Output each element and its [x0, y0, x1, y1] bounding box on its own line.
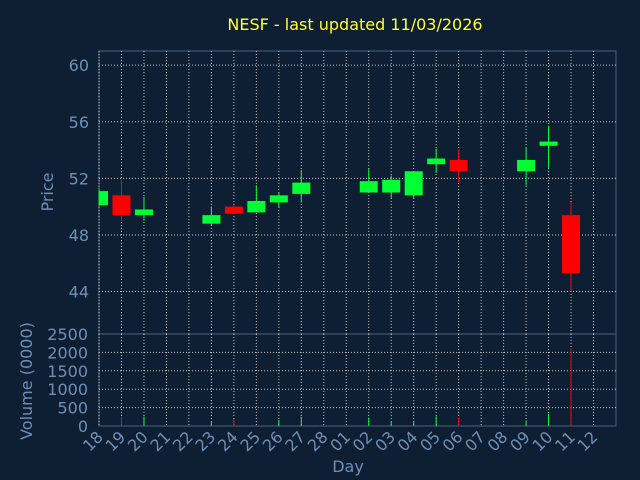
volume-frame [98, 333, 617, 427]
candle-body [99, 191, 108, 206]
volume-axis-label: Volume (0000) [17, 322, 36, 440]
price-tick-label: 48 [69, 226, 89, 245]
candle-body [269, 195, 288, 203]
candle-body [449, 159, 468, 172]
candle-body [247, 200, 266, 213]
volume-tick-label: 1500 [47, 362, 88, 381]
volume-tick-label: 0 [78, 417, 88, 436]
price-tick-label: 44 [69, 283, 89, 302]
x-axis-label: Day [332, 457, 364, 476]
candle-body [539, 141, 558, 146]
volume-tick-label: 2500 [47, 325, 88, 344]
volume-tick-label: 1000 [47, 380, 88, 399]
candle-body [517, 159, 536, 172]
volume-tick-label: 2000 [47, 343, 88, 362]
volume-tick-label: 500 [57, 399, 88, 418]
chart-title: NESF - last updated 11/03/2026 [227, 15, 482, 34]
candle-body [292, 182, 311, 194]
candle-body [382, 179, 401, 193]
price-axis-label: Price [38, 172, 57, 211]
candle-body [134, 209, 153, 216]
price-panel: 44 48 52 56 60 [69, 50, 617, 335]
candle-body [112, 195, 131, 216]
price-tick-label: 52 [69, 169, 89, 188]
candle-body [359, 181, 378, 193]
price-tick-label: 56 [69, 113, 89, 132]
candle-body [427, 158, 446, 165]
x-tick-label: 12 [574, 427, 602, 455]
candle-body [202, 215, 221, 224]
candle-body [404, 171, 423, 196]
x-axis: 1819202122232425262728010203040506070809… [79, 427, 601, 455]
price-tick-label: 60 [69, 56, 89, 75]
candle-body [224, 206, 243, 214]
candle-body [562, 215, 581, 274]
